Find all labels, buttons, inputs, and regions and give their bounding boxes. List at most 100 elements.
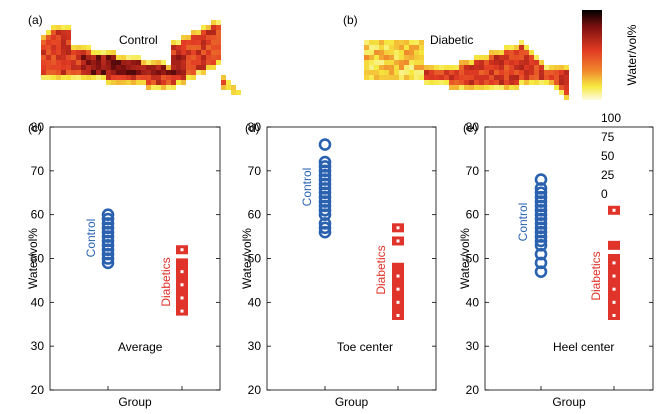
control-point <box>101 212 115 226</box>
heatmap-pixel <box>429 80 434 85</box>
diabetic-point-center <box>396 239 400 243</box>
diabetic-point-center <box>396 274 400 278</box>
heatmap-pixel <box>211 50 216 55</box>
heatmap-diabetic <box>364 40 569 100</box>
heatmap-pixel <box>369 50 374 55</box>
heatmap-pixel <box>61 25 66 30</box>
heatmap-pixel <box>56 50 61 55</box>
heatmap-pixel <box>419 70 424 75</box>
heatmap-pixel <box>51 55 56 60</box>
x-axis-label: Group <box>552 395 586 409</box>
heatmap-pixel <box>399 50 404 55</box>
heatmap-pixel <box>71 50 76 55</box>
heatmap-pixel <box>51 25 56 30</box>
heatmap-pixel <box>66 75 71 80</box>
heatmap-pixel <box>201 35 206 40</box>
x-axis-label: Group <box>335 395 369 409</box>
heatmap-pixel <box>91 55 96 60</box>
heatmap-pixel <box>364 55 369 60</box>
heatmap-pixel <box>469 85 474 90</box>
heatmap-pixel <box>81 60 86 65</box>
heatmap-pixel <box>191 50 196 55</box>
heatmap-pixel <box>196 65 201 70</box>
heatmap-pixel <box>489 55 494 60</box>
diabetic-point-center <box>396 313 400 317</box>
heatmap-pixel <box>394 65 399 70</box>
heatmap-pixel <box>71 75 76 80</box>
heatmap-pixel <box>434 80 439 85</box>
heatmap-pixel <box>514 60 519 65</box>
heatmap-pixel <box>46 40 51 45</box>
heatmap-pixel <box>146 80 151 85</box>
heatmap-pixel <box>56 60 61 65</box>
heatmap-pixel <box>141 75 146 80</box>
heatmap-pixel <box>91 75 96 80</box>
heatmap-pixel <box>544 80 549 85</box>
heatmap-pixel <box>146 60 151 65</box>
heatmap-pixel <box>141 70 146 75</box>
heatmap-pixel <box>56 55 61 60</box>
heatmap-pixel <box>101 70 106 75</box>
heatmap-pixel <box>554 75 559 80</box>
y-tick-label: 60 <box>248 208 262 222</box>
heatmap-pixel <box>191 45 196 50</box>
control-series-label: Control <box>516 203 530 242</box>
heatmap-pixel <box>499 75 504 80</box>
heatmap-pixel <box>216 20 221 25</box>
heatmap-pixel <box>544 75 549 80</box>
y-tick-label: 20 <box>248 383 262 397</box>
diabetic-point-center <box>612 313 616 317</box>
panel-a-letter: (a) <box>28 13 43 27</box>
y-tick-label: 50 <box>31 252 45 266</box>
diabetic-point-center <box>612 208 616 212</box>
heatmap-pixel <box>414 65 419 70</box>
heatmap-pixel <box>429 75 434 80</box>
heatmap-pixel <box>196 60 201 65</box>
heatmap-pixel <box>489 70 494 75</box>
heatmap-pixel <box>524 75 529 80</box>
heatmap-pixel <box>379 65 384 70</box>
heatmap-pixel <box>196 45 201 50</box>
heatmap-pixel <box>484 85 489 90</box>
heatmap-pixel <box>529 50 534 55</box>
heatmap-pixel <box>46 35 51 40</box>
heatmap-pixel <box>509 80 514 85</box>
heatmap-pixel <box>181 80 186 85</box>
heatmap-pixel <box>121 55 126 60</box>
heatmap-pixel <box>524 55 529 60</box>
heatmap-pixel <box>509 85 514 90</box>
panel-letter: (e) <box>463 121 478 135</box>
heatmap-pixel <box>116 60 121 65</box>
heatmap-pixel <box>409 55 414 60</box>
heatmap-pixel <box>514 80 519 85</box>
heatmap-pixel <box>384 55 389 60</box>
heatmap-pixel <box>519 55 524 60</box>
heatmap-pixel <box>559 80 564 85</box>
heatmap-pixel <box>216 55 221 60</box>
heatmap-pixel <box>514 85 519 90</box>
heatmap-pixel <box>459 85 464 90</box>
heatmap-pixel <box>534 55 539 60</box>
heatmap-pixel <box>106 75 111 80</box>
control-point <box>318 221 332 235</box>
diabetic-series-label: Diabetics <box>589 251 603 300</box>
heatmap-pixel <box>489 65 494 70</box>
heatmap-pixel <box>369 55 374 60</box>
heatmap-pixel <box>166 75 171 80</box>
heatmap-pixel <box>564 75 569 80</box>
heatmap-pixel <box>61 75 66 80</box>
heatmap-pixel <box>176 65 181 70</box>
heatmap-pixel <box>399 40 404 45</box>
heatmap-pixel <box>86 55 91 60</box>
heatmap-pixel <box>211 20 216 25</box>
heatmap-pixel <box>559 70 564 75</box>
heatmap-pixel <box>389 75 394 80</box>
heatmap-pixel <box>419 75 424 80</box>
heatmap-pixel <box>484 65 489 70</box>
heatmap-pixel <box>484 60 489 65</box>
heatmap-pixel <box>111 75 116 80</box>
heatmap-pixel <box>66 30 71 35</box>
heatmap-pixel <box>434 65 439 70</box>
heatmap-pixel <box>379 70 384 75</box>
heatmap-pixel <box>369 75 374 80</box>
